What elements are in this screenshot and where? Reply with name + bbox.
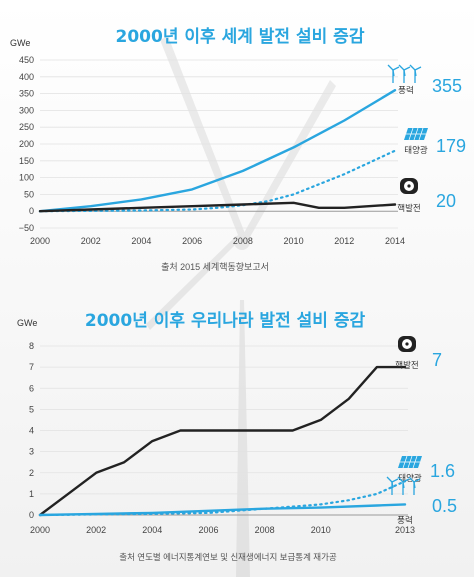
x-tick-label: 2004 [142,525,162,535]
end-value-nuclear: 20 [436,191,456,211]
solar-panel-icon [404,127,428,141]
chart-1-x-axis: 2000 2002 2004 2006 2008 2010 2012 2014 [30,236,405,246]
x-tick-label: 2008 [233,236,253,246]
end-value-nuclear: 7 [432,350,442,370]
x-tick-label: 2013 [395,525,415,535]
y-tick-label: 350 [19,89,34,99]
nuclear-plant-icon [398,336,416,352]
y-tick-label: 3 [29,447,34,457]
chart-1-y-label: GWe [10,38,30,48]
y-tick-label: 6 [29,383,34,393]
y-tick-label: 450 [19,55,34,65]
x-tick-label: 2000 [30,236,50,246]
chart-1-source: 출처 2015 세계핵동향보고서 [161,261,269,272]
chart-2-y-label: GWe [17,318,37,328]
x-tick-label: 2010 [311,525,331,535]
y-tick-label: 50 [24,189,34,199]
end-value-wind: 355 [432,76,462,96]
chart-1-title: 2000년 이후 세계 발전 설비 증감 [116,26,365,47]
series-line-solar [38,149,397,213]
legend-label-nuclear: 핵발전 [395,360,418,370]
chart-2-title: 2000년 이후 우리나라 발전 설비 증감 [85,310,366,331]
series-line-solar [38,480,407,517]
chart-2-x-axis: 2000 2002 2004 2006 2008 2010 2013 [30,525,415,535]
chart-1-series [38,89,397,213]
y-tick-label: 0 [29,206,34,216]
y-tick-label: 150 [19,156,34,166]
x-tick-label: 2002 [86,525,106,535]
chart-2-source: 출처 연도별 에너지통계연보 및 신재생에너지 보급통계 재가공 [119,552,337,562]
y-tick-label: 200 [19,139,34,149]
x-tick-label: 2014 [385,236,405,246]
y-tick-label: 300 [19,105,34,115]
x-tick-label: 2000 [30,525,50,535]
series-line-nuclear [38,201,397,213]
series-line-wind [38,89,397,213]
y-tick-label: 0 [29,510,34,520]
nuclear-plant-icon [400,178,418,194]
x-tick-label: 2010 [284,236,304,246]
x-tick-label: 2006 [182,236,202,246]
chart-1-y-axis: 450 400 350 300 250 200 150 100 50 0 −50 [19,55,398,233]
end-value-solar: 1.6 [430,461,455,481]
series-line-nuclear [38,365,407,517]
chart-2-series [38,365,407,517]
end-value-solar: 179 [436,136,466,156]
x-tick-label: 2004 [131,236,151,246]
y-tick-label: 4 [29,426,34,436]
series-line-wind [38,503,407,517]
x-tick-label: 2008 [255,525,275,535]
solar-panel-icon [398,455,422,469]
end-value-wind: 0.5 [432,496,457,516]
y-tick-label: 100 [19,173,34,183]
y-tick-label: 1 [29,489,34,499]
wind-turbine-icon [386,476,421,495]
y-tick-label: 8 [29,341,34,351]
chart-1-legend: 풍력 355 태양광 179 핵발전 20 [387,64,466,213]
legend-label-wind: 풍력 [398,85,414,95]
y-tick-label: −50 [19,223,34,233]
wind-turbine-icon [387,64,422,83]
x-tick-label: 2002 [81,236,101,246]
legend-label-solar: 태양광 [404,145,428,155]
y-tick-label: 2 [29,468,34,478]
y-tick-label: 250 [19,122,34,132]
x-tick-label: 2006 [198,525,218,535]
legend-label-nuclear: 핵발전 [397,203,420,213]
legend-label-wind: 풍력 [397,515,413,525]
x-tick-label: 2012 [334,236,354,246]
y-tick-label: 5 [29,404,34,414]
y-tick-label: 400 [19,72,34,82]
y-tick-label: 7 [29,362,34,372]
